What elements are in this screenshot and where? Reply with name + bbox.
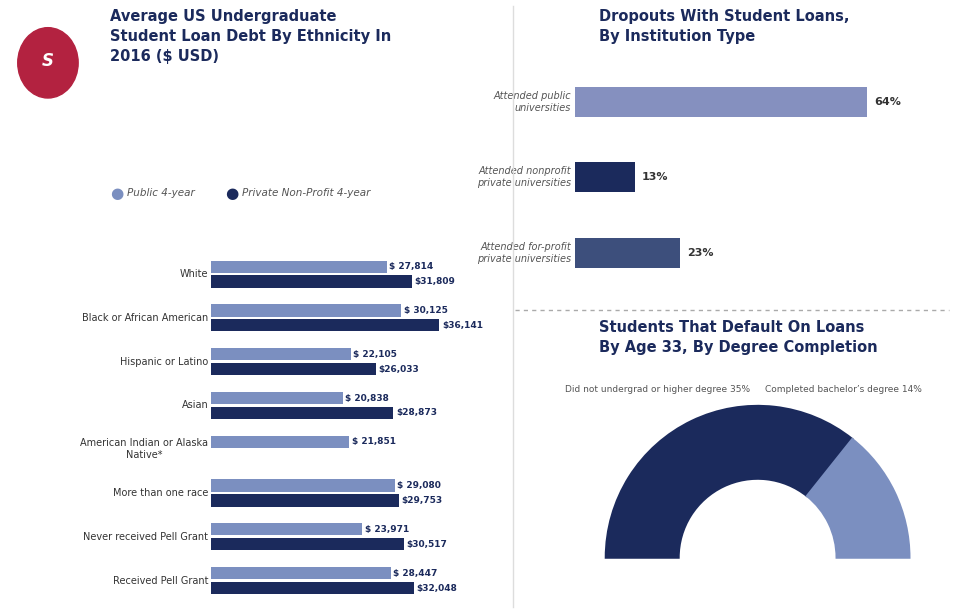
Bar [211,538,404,550]
Text: $ 30,125: $ 30,125 [404,306,448,315]
Text: $31,809: $31,809 [414,277,456,286]
Text: Students That Default On Loans
By Age 33, By Degree Completion: Students That Default On Loans By Age 33… [599,320,878,355]
Text: $ 23,971: $ 23,971 [365,525,409,534]
Text: American Indian or Alaska
Native*: American Indian or Alaska Native* [81,438,208,460]
Text: $ 29,080: $ 29,080 [397,481,441,490]
Text: $ 22,105: $ 22,105 [353,350,397,359]
Bar [211,304,402,316]
Text: Average US Undergraduate
Student Loan Debt By Ethnicity In
2016 ($ USD): Average US Undergraduate Student Loan De… [110,9,391,64]
Text: Attended public
universities: Attended public universities [493,91,571,113]
Text: $36,141: $36,141 [442,321,483,330]
Text: $ 21,851: $ 21,851 [352,437,396,446]
Bar [575,87,867,117]
Text: Dropouts With Student Loans,
By Institution Type: Dropouts With Student Loans, By Institut… [599,9,850,44]
Bar [211,567,390,579]
Text: Attended for-profit
private universities: Attended for-profit private universities [477,242,571,264]
Text: White: White [180,269,208,279]
Text: $ 27,814: $ 27,814 [389,262,433,271]
Bar [211,392,342,404]
Bar [211,407,393,419]
Bar [211,479,395,492]
Text: 64%: 64% [874,97,901,107]
Text: $ 28,447: $ 28,447 [393,569,437,577]
Text: $ 20,838: $ 20,838 [345,394,389,403]
Text: ●: ● [110,186,124,200]
Ellipse shape [17,28,78,98]
Text: Did not undergrad or higher degree 35%: Did not undergrad or higher degree 35% [565,385,750,394]
Text: More than one race: More than one race [113,488,208,498]
Text: $32,048: $32,048 [416,584,456,593]
Bar [211,582,413,594]
Bar [211,363,376,375]
Bar [211,494,399,506]
Text: Black or African American: Black or African American [82,313,208,323]
Text: Asian: Asian [181,400,208,411]
Wedge shape [606,406,853,558]
Bar [211,261,386,273]
Text: $30,517: $30,517 [407,540,447,549]
Text: $28,873: $28,873 [396,408,437,417]
Text: Public 4-year: Public 4-year [127,188,195,198]
Bar [211,275,412,287]
Text: Private Non-Profit 4-year: Private Non-Profit 4-year [242,188,370,198]
Text: 23%: 23% [687,248,713,257]
Bar [211,524,363,536]
Text: 13%: 13% [642,172,668,182]
Text: Received Pell Grant: Received Pell Grant [113,576,208,585]
Text: S: S [42,52,54,70]
Bar [211,436,349,448]
Text: ●: ● [225,186,239,200]
Text: ✕: ✕ [546,340,562,359]
Text: Hispanic or Latino: Hispanic or Latino [120,357,208,367]
Text: $26,033: $26,033 [378,365,419,373]
Text: Completed bachelor’s degree 14%: Completed bachelor’s degree 14% [765,385,922,394]
Wedge shape [807,439,909,558]
Text: Never received Pell Grant: Never received Pell Grant [83,532,208,542]
Bar [211,348,351,360]
Text: Attended nonprofit
private universities: Attended nonprofit private universities [477,167,571,188]
Text: $: $ [550,26,558,39]
Bar [575,162,635,192]
Bar [211,319,439,332]
Bar [575,238,680,268]
Text: $29,753: $29,753 [402,496,443,505]
